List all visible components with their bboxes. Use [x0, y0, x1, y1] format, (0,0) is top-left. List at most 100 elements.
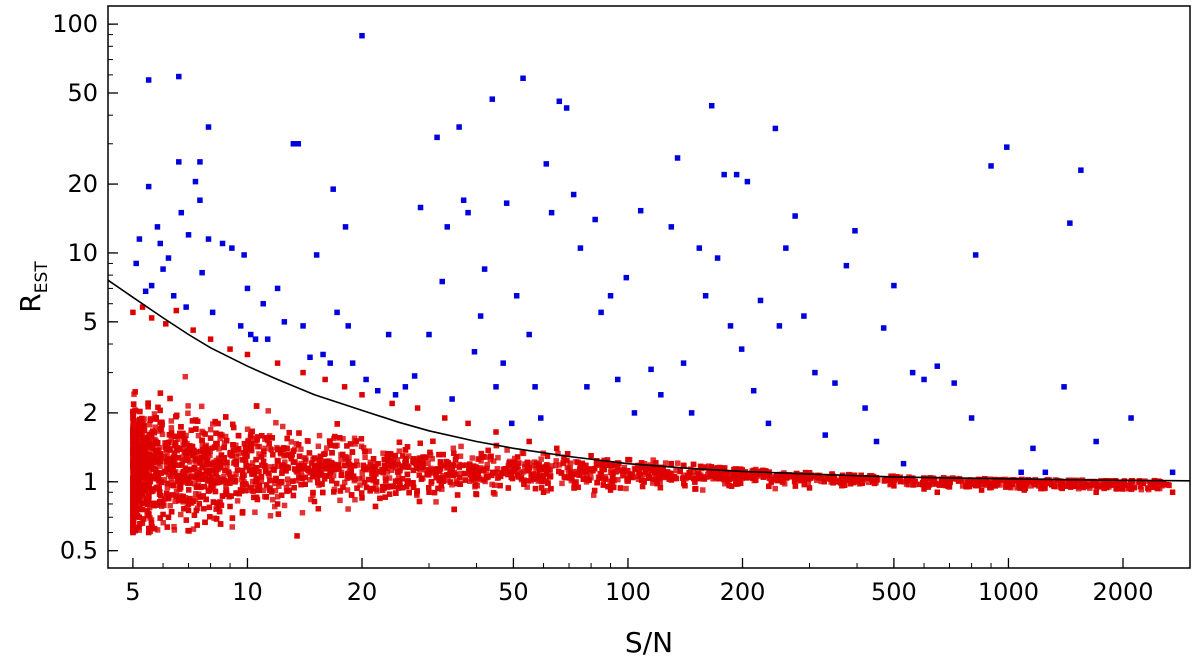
- y-tick-label: 10: [67, 239, 98, 267]
- data-point-above: [862, 405, 868, 411]
- data-point-below: [526, 465, 533, 471]
- data-point-below: [648, 467, 655, 474]
- data-point-below: [567, 460, 574, 466]
- data-point-below: [433, 499, 439, 505]
- data-point-below: [256, 487, 262, 493]
- data-point-above: [300, 323, 306, 329]
- data-point-below: [418, 476, 425, 482]
- data-point-below: [288, 439, 295, 445]
- data-point-below: [256, 482, 263, 489]
- data-point-below: [452, 456, 459, 463]
- data-point-below: [184, 475, 190, 482]
- data-point-below: [270, 496, 276, 503]
- data-point-below: [236, 490, 242, 497]
- data-point-below: [195, 432, 202, 439]
- data-point-below: [321, 451, 327, 457]
- data-point-below: [164, 484, 171, 491]
- data-point-below: [144, 501, 151, 508]
- data-point-above: [157, 240, 164, 247]
- data-point-below: [354, 462, 361, 468]
- data-point-below: [419, 464, 426, 471]
- data-point-below: [192, 491, 199, 497]
- data-point-below: [680, 480, 687, 487]
- data-point-below: [300, 369, 306, 376]
- data-point-below: [147, 417, 153, 423]
- data-point-below: [162, 444, 168, 450]
- data-point-below: [947, 479, 953, 485]
- data-point-below: [233, 471, 239, 477]
- data-point-below: [130, 519, 136, 526]
- data-point-below: [147, 478, 154, 485]
- data-point-below: [317, 453, 324, 460]
- data-point-below: [568, 470, 574, 477]
- data-point-below: [454, 480, 460, 487]
- data-point-below: [217, 431, 224, 438]
- data-point-below: [263, 494, 270, 500]
- data-point-below: [351, 477, 358, 484]
- data-point-below: [311, 467, 317, 473]
- data-point-below: [696, 471, 702, 477]
- data-point-above: [385, 331, 392, 338]
- data-point-below: [212, 418, 218, 425]
- data-point-above: [205, 124, 212, 130]
- data-point-below: [136, 527, 143, 533]
- data-point-below: [216, 446, 222, 452]
- x-tick-label: 100: [605, 578, 651, 606]
- data-point-below: [319, 481, 325, 487]
- data-point-below: [145, 497, 152, 503]
- data-point-below: [1008, 477, 1015, 483]
- data-point-below: [912, 478, 918, 485]
- data-point-above: [921, 376, 927, 383]
- data-point-below: [171, 523, 177, 530]
- data-point-above: [199, 269, 205, 276]
- data-point-below: [244, 453, 250, 459]
- data-point-below: [310, 489, 316, 496]
- data-point-below: [130, 413, 136, 419]
- data-point-below: [339, 451, 346, 458]
- data-point-above: [727, 323, 734, 329]
- data-point-above: [334, 309, 340, 316]
- data-point-below: [223, 437, 230, 444]
- data-point-above: [345, 323, 351, 329]
- data-point-below: [262, 468, 269, 475]
- data-point-below: [994, 481, 1001, 488]
- data-point-below: [308, 496, 314, 503]
- data-point-below: [314, 479, 321, 486]
- data-point-below: [480, 454, 487, 460]
- data-point-below: [389, 400, 395, 407]
- data-point-below: [620, 472, 626, 479]
- data-point-below: [668, 460, 675, 467]
- data-point-below: [979, 481, 986, 488]
- data-point-below: [499, 470, 506, 477]
- data-point-above: [556, 98, 563, 105]
- data-point-below: [137, 408, 143, 415]
- data-point-below: [175, 496, 182, 503]
- data-point-below: [241, 440, 248, 447]
- data-point-below: [420, 454, 426, 460]
- data-point-below: [286, 429, 292, 436]
- data-point-below: [396, 472, 402, 478]
- data-point-below: [350, 473, 357, 479]
- data-point-below: [983, 478, 989, 485]
- data-point-below: [183, 432, 189, 439]
- data-point-above: [237, 323, 244, 329]
- x-tick-label: 1000: [978, 578, 1039, 606]
- data-point-below: [405, 453, 412, 459]
- data-point-below: [158, 470, 164, 476]
- data-point-below: [267, 487, 273, 494]
- data-point-below: [1160, 480, 1167, 486]
- data-point-below: [230, 447, 237, 454]
- data-point-below: [615, 476, 621, 483]
- data-point-below: [145, 403, 151, 410]
- data-point-below: [463, 462, 470, 468]
- data-point-above: [197, 197, 203, 203]
- data-point-below: [253, 403, 260, 409]
- data-point-below: [156, 486, 162, 492]
- data-point-above: [702, 293, 709, 299]
- y-tick-label: 1: [83, 468, 98, 496]
- data-point-below: [733, 477, 740, 484]
- data-point-above: [637, 207, 644, 214]
- data-point-below: [484, 465, 490, 472]
- data-point-below: [214, 479, 221, 486]
- data-point-below: [155, 404, 161, 411]
